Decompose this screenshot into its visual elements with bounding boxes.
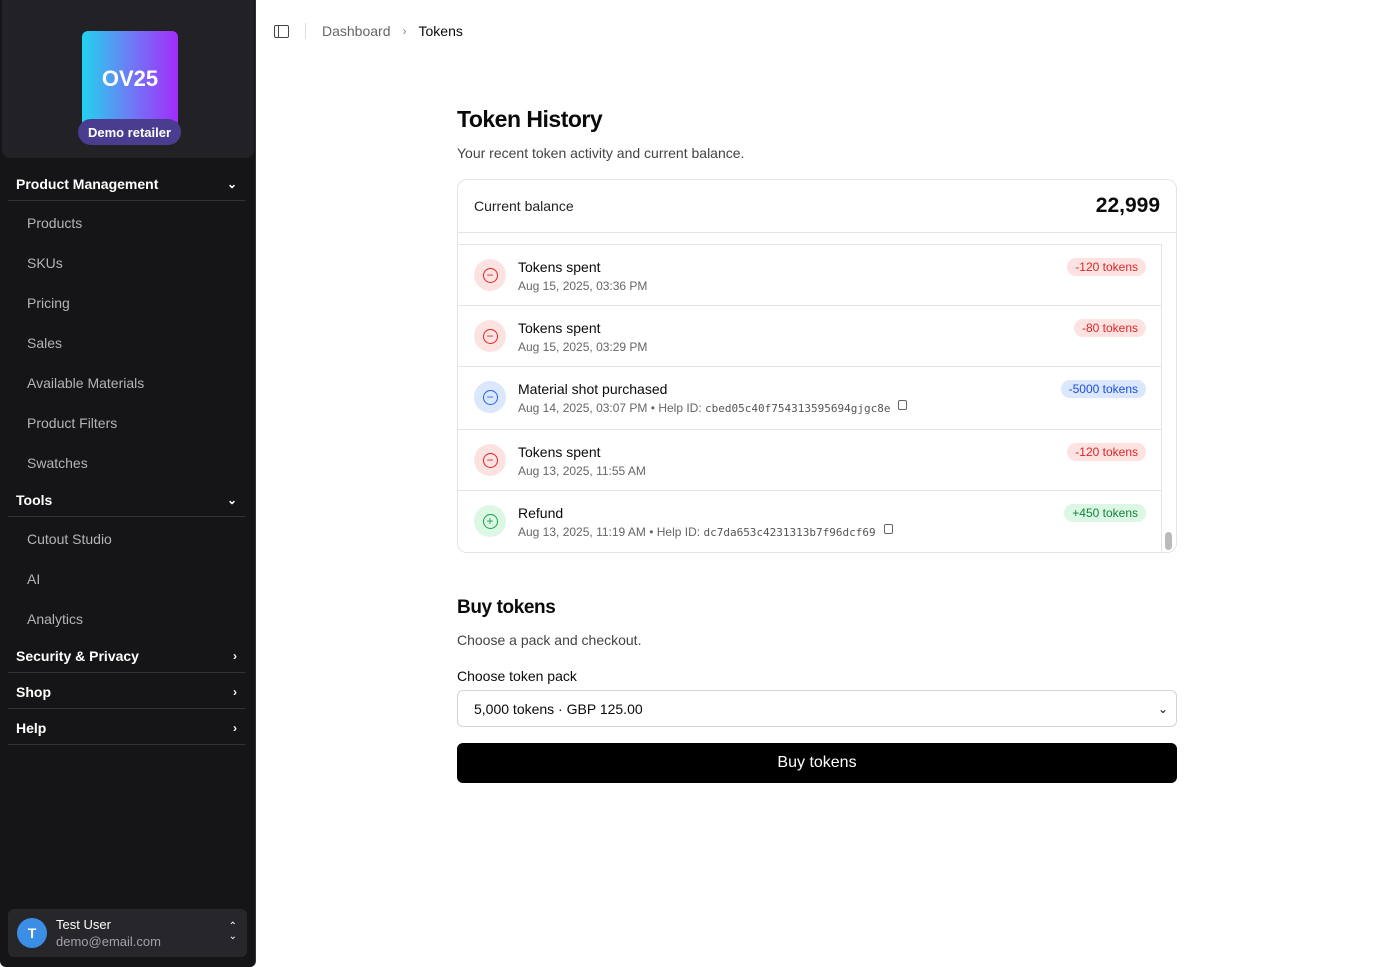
item-title: Tokens spent xyxy=(518,259,601,275)
item-meta: Aug 13, 2025, 11:19 AM • Help ID: dc7da6… xyxy=(518,524,893,539)
minus-circle-icon: − xyxy=(474,381,506,413)
balance-row: Current balance 22,999 xyxy=(458,180,1176,233)
sidebar-group-help[interactable]: Help › xyxy=(8,711,245,745)
group-label: Tools xyxy=(16,491,53,508)
chevron-right-icon: › xyxy=(402,24,407,38)
list-item: + Refund Aug 13, 2025, 11:19 AM • Help I… xyxy=(458,491,1162,552)
chevrons-up-down-icon: ⌃ ⌄ xyxy=(228,921,237,942)
chevron-down-icon: ⌄ xyxy=(1157,701,1168,716)
breadcrumb: Dashboard › Tokens xyxy=(274,20,463,42)
plus-circle-icon: + xyxy=(474,505,506,537)
sidebar-item-ai[interactable]: AI xyxy=(27,571,41,587)
sidebar: OV25 Demo retailer Product Management ⌄ P… xyxy=(0,0,256,967)
chevron-right-icon: › xyxy=(233,648,237,663)
list-item: − Material shot purchased Aug 14, 2025, … xyxy=(458,367,1162,430)
list-item: − Tokens spent Aug 15, 2025, 03:29 PM -8… xyxy=(458,306,1162,367)
item-date: Aug 13, 2025, 11:55 AM xyxy=(518,464,646,478)
chevron-down-icon: ⌄ xyxy=(226,176,237,191)
sidebar-item-swatches[interactable]: Swatches xyxy=(27,455,88,471)
history-list: − Tokens spent Aug 15, 2025, 03:36 PM -1… xyxy=(458,244,1162,552)
breadcrumb-tokens: Tokens xyxy=(418,23,463,39)
token-history-card: Current balance 22,999 − Tokens spent Au… xyxy=(457,179,1177,553)
buy-title: Buy tokens xyxy=(457,597,556,618)
item-date: Aug 15, 2025, 03:36 PM xyxy=(518,279,648,293)
divider xyxy=(305,23,306,39)
amount-badge: -120 tokens xyxy=(1067,443,1146,461)
sidebar-item-products[interactable]: Products xyxy=(27,215,83,231)
user-menu[interactable]: T Test User demo@email.com ⌃ ⌄ xyxy=(8,909,247,957)
list-item: − Tokens spent Aug 13, 2025, 11:55 AM -1… xyxy=(458,430,1162,491)
amount-badge: +450 tokens xyxy=(1064,504,1146,522)
sidebar-item-sales[interactable]: Sales xyxy=(27,335,63,351)
sidebar-item-cutout-studio[interactable]: Cutout Studio xyxy=(27,531,112,547)
sidebar-item-analytics[interactable]: Analytics xyxy=(27,611,84,627)
avatar: T xyxy=(17,918,47,948)
retailer-badge[interactable]: Demo retailer xyxy=(78,119,181,145)
copy-icon[interactable] xyxy=(898,400,908,410)
sidebar-item-skus[interactable]: SKUs xyxy=(27,255,63,271)
sidebar-item-pricing[interactable]: Pricing xyxy=(27,295,70,311)
balance-value: 22,999 xyxy=(1095,194,1160,217)
copy-icon[interactable] xyxy=(883,524,893,534)
sidebar-group-product-management[interactable]: Product Management ⌄ xyxy=(8,167,245,201)
pack-label: Choose token pack xyxy=(457,668,577,684)
minus-circle-icon: − xyxy=(474,320,506,352)
amount-badge: -80 tokens xyxy=(1073,319,1146,337)
sidebar-toggle-icon[interactable] xyxy=(274,24,289,38)
amount-badge: -5000 tokens xyxy=(1060,380,1146,398)
sidebar-group-tools[interactable]: Tools ⌄ xyxy=(8,483,245,517)
item-date: Aug 15, 2025, 03:29 PM xyxy=(518,340,648,354)
item-date: Aug 13, 2025, 11:19 AM xyxy=(518,525,646,539)
group-label: Product Management xyxy=(16,175,159,192)
sidebar-group-shop[interactable]: Shop › xyxy=(8,675,245,709)
user-name: Test User xyxy=(56,917,111,932)
sidebar-group-security[interactable]: Security & Privacy › xyxy=(8,639,245,673)
group-label: Security & Privacy xyxy=(16,647,139,664)
chevron-right-icon: › xyxy=(233,684,237,699)
buy-subtitle: Choose a pack and checkout. xyxy=(457,632,642,648)
logo-text: OV25 xyxy=(101,66,159,91)
help-label: Help ID: xyxy=(656,525,701,539)
page-subtitle: Your recent token activity and current b… xyxy=(457,145,745,161)
item-title: Tokens spent xyxy=(518,444,601,460)
group-label: Shop xyxy=(16,683,51,700)
help-id: dc7da653c4231313b7f96dcf69 xyxy=(703,526,876,539)
help-label: Help ID: xyxy=(658,401,702,415)
minus-circle-icon: − xyxy=(474,259,506,291)
sidebar-item-available-materials[interactable]: Available Materials xyxy=(27,375,145,391)
item-title: Material shot purchased xyxy=(518,381,668,397)
chevron-down-icon: ⌄ xyxy=(226,492,237,507)
selected-pack: 5,000 tokens · GBP 125.00 xyxy=(474,700,643,717)
logo[interactable]: OV25 xyxy=(82,31,178,127)
brand-area: OV25 Demo retailer xyxy=(2,0,254,158)
buy-tokens-button[interactable]: Buy tokens xyxy=(457,743,1177,783)
scrollbar-thumb[interactable] xyxy=(1165,532,1172,550)
user-email: demo@email.com xyxy=(56,934,161,949)
item-title: Refund xyxy=(518,505,564,521)
item-date: Aug 14, 2025, 03:07 PM xyxy=(518,401,648,415)
scrollbar[interactable] xyxy=(1161,244,1176,552)
page-title: Token History xyxy=(457,106,603,132)
balance-label: Current balance xyxy=(474,198,574,214)
sidebar-item-product-filters[interactable]: Product Filters xyxy=(27,415,118,431)
chevron-right-icon: › xyxy=(233,720,237,735)
help-id: cbed05c40f754313595694gjgc8e xyxy=(705,402,891,415)
amount-badge: -120 tokens xyxy=(1067,258,1146,276)
minus-circle-icon: − xyxy=(474,444,506,476)
token-pack-select[interactable]: 5,000 tokens · GBP 125.00 ⌄ xyxy=(457,690,1177,727)
list-item: − Tokens spent Aug 15, 2025, 03:36 PM -1… xyxy=(458,245,1162,306)
group-label: Help xyxy=(16,719,47,736)
item-meta: Aug 14, 2025, 03:07 PM • Help ID: cbed05… xyxy=(518,400,908,415)
breadcrumb-dashboard[interactable]: Dashboard xyxy=(322,23,391,39)
item-title: Tokens spent xyxy=(518,320,601,336)
